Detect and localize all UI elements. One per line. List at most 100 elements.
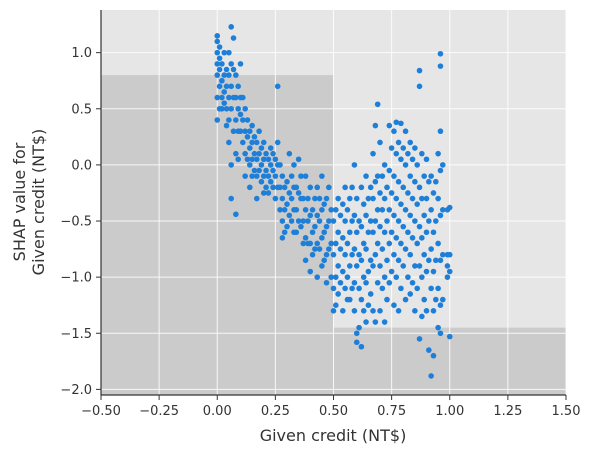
x-tick-label: 0.00	[203, 404, 232, 419]
data-point	[374, 240, 381, 247]
data-point	[286, 150, 293, 157]
data-point	[388, 190, 395, 196]
data-point	[316, 246, 323, 252]
data-point	[214, 49, 221, 56]
data-point	[260, 156, 267, 163]
data-point	[279, 195, 286, 202]
data-point	[214, 117, 221, 123]
data-point	[244, 156, 251, 163]
data-point	[228, 105, 234, 112]
data-point	[263, 167, 269, 174]
data-point	[428, 373, 434, 379]
data-point	[384, 296, 390, 303]
data-point	[398, 201, 404, 207]
data-point	[247, 184, 253, 191]
data-point	[342, 218, 348, 224]
data-point	[223, 122, 230, 129]
data-point	[400, 223, 407, 230]
data-point	[344, 274, 351, 280]
data-point	[305, 195, 311, 202]
data-point	[379, 206, 386, 213]
data-point	[386, 167, 393, 174]
data-point	[386, 279, 393, 286]
data-point	[326, 246, 332, 252]
data-point	[395, 178, 402, 185]
data-point	[430, 190, 437, 196]
data-point	[270, 150, 276, 157]
data-point	[249, 156, 255, 163]
data-point	[393, 195, 400, 202]
data-point	[353, 229, 360, 236]
data-point	[379, 285, 386, 292]
data-point	[349, 285, 355, 292]
data-point	[409, 235, 416, 241]
data-point	[293, 229, 300, 236]
data-point	[267, 162, 274, 168]
data-point	[337, 212, 344, 219]
data-point	[295, 190, 302, 196]
data-point	[230, 66, 237, 73]
data-point	[372, 178, 379, 185]
data-point	[258, 162, 265, 168]
data-point	[367, 291, 374, 297]
data-point	[374, 173, 381, 179]
data-point	[293, 184, 300, 191]
data-point	[360, 274, 367, 280]
data-point	[430, 268, 437, 275]
data-point	[446, 251, 453, 258]
data-point	[363, 173, 369, 179]
y-tick-label: 1.0	[71, 46, 92, 61]
data-point	[393, 150, 400, 157]
data-point	[328, 274, 334, 280]
data-point	[358, 343, 365, 350]
data-point	[226, 94, 232, 101]
data-point	[370, 263, 376, 269]
data-point	[358, 296, 365, 303]
data-point	[419, 235, 425, 241]
data-point	[319, 235, 325, 241]
data-point	[233, 117, 239, 123]
data-point	[253, 195, 260, 202]
data-point	[300, 218, 307, 224]
data-point	[314, 274, 321, 280]
data-point	[400, 263, 407, 269]
data-point	[221, 100, 228, 106]
data-point	[363, 319, 369, 325]
data-point	[395, 257, 402, 264]
data-point	[412, 218, 418, 224]
data-point	[439, 251, 446, 258]
data-point	[398, 156, 404, 163]
data-point	[421, 173, 427, 179]
data-point	[302, 173, 309, 179]
data-point	[342, 285, 348, 292]
data-point	[242, 173, 248, 179]
data-point	[372, 319, 379, 325]
data-point	[319, 206, 325, 213]
data-point	[333, 240, 339, 247]
data-point	[274, 139, 281, 146]
data-point	[240, 94, 246, 101]
data-point	[314, 212, 321, 219]
data-point	[426, 178, 432, 185]
data-point	[426, 257, 432, 264]
data-point	[356, 218, 362, 224]
data-point	[433, 257, 439, 264]
data-point	[228, 195, 234, 202]
data-point	[412, 145, 418, 151]
data-point	[360, 308, 367, 314]
data-point	[398, 240, 404, 247]
data-point	[428, 206, 434, 213]
data-point	[374, 279, 381, 286]
data-point	[444, 263, 451, 269]
data-point	[235, 156, 241, 163]
y-tick-label: −1.5	[60, 327, 92, 342]
data-point	[363, 212, 369, 219]
data-point	[235, 105, 241, 112]
data-point	[242, 105, 248, 112]
x-tick-label: −0.25	[139, 404, 179, 419]
data-point	[423, 195, 430, 202]
data-point	[365, 268, 372, 275]
data-point	[258, 145, 265, 151]
data-point	[388, 268, 395, 275]
